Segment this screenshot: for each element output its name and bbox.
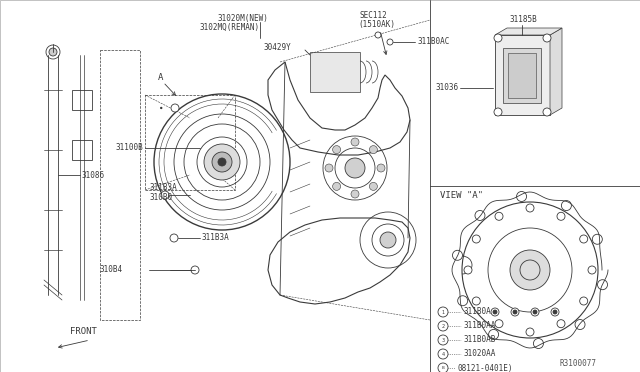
- Circle shape: [204, 144, 240, 180]
- Circle shape: [494, 108, 502, 116]
- Circle shape: [464, 266, 472, 274]
- Circle shape: [161, 191, 169, 199]
- Polygon shape: [550, 28, 562, 115]
- Circle shape: [580, 235, 588, 243]
- Circle shape: [472, 297, 480, 305]
- Circle shape: [557, 320, 565, 328]
- Circle shape: [488, 330, 499, 339]
- Circle shape: [452, 250, 463, 260]
- Circle shape: [438, 321, 448, 331]
- Text: 310B0: 310B0: [150, 193, 173, 202]
- Text: R3100077: R3100077: [560, 359, 597, 369]
- Text: B: B: [442, 366, 444, 370]
- Circle shape: [377, 164, 385, 172]
- Circle shape: [49, 48, 57, 56]
- Text: 311B0AB: 311B0AB: [463, 336, 495, 344]
- Polygon shape: [495, 28, 562, 35]
- Circle shape: [592, 234, 602, 244]
- Circle shape: [495, 320, 503, 328]
- Text: 311B0AA: 311B0AA: [463, 321, 495, 330]
- Bar: [145, 95, 235, 190]
- Circle shape: [369, 182, 378, 190]
- Circle shape: [588, 266, 596, 274]
- Circle shape: [598, 280, 607, 290]
- Text: ●: ●: [160, 106, 163, 110]
- Text: 08121-0401E): 08121-0401E): [457, 363, 513, 372]
- Circle shape: [510, 250, 550, 290]
- Text: 31020AA: 31020AA: [463, 350, 495, 359]
- Circle shape: [575, 320, 585, 330]
- Circle shape: [526, 328, 534, 336]
- Text: 31100B: 31100B: [115, 144, 143, 153]
- Circle shape: [387, 39, 393, 45]
- Circle shape: [533, 310, 537, 314]
- Circle shape: [511, 308, 519, 316]
- Circle shape: [526, 204, 534, 212]
- Circle shape: [325, 164, 333, 172]
- Text: FRONT: FRONT: [70, 327, 97, 337]
- Circle shape: [438, 307, 448, 317]
- Circle shape: [475, 211, 485, 221]
- Circle shape: [553, 310, 557, 314]
- Circle shape: [212, 152, 232, 172]
- Text: 30429Y: 30429Y: [263, 44, 291, 52]
- Bar: [310, 52, 360, 92]
- Circle shape: [380, 232, 396, 248]
- Circle shape: [171, 104, 179, 112]
- Circle shape: [351, 138, 359, 146]
- Text: 3102MQ(REMAN): 3102MQ(REMAN): [200, 22, 260, 32]
- Text: 310B4: 310B4: [100, 266, 123, 275]
- Text: 3: 3: [442, 337, 445, 343]
- Text: 311B3A: 311B3A: [202, 234, 230, 243]
- Text: (1510AK): (1510AK): [358, 19, 395, 29]
- Circle shape: [516, 192, 527, 202]
- Text: 31020M(NEW): 31020M(NEW): [218, 13, 269, 22]
- Text: A: A: [158, 74, 163, 83]
- Circle shape: [345, 158, 365, 178]
- Text: 31185B: 31185B: [510, 16, 538, 25]
- Circle shape: [543, 108, 551, 116]
- Circle shape: [438, 335, 448, 345]
- Bar: [508, 53, 536, 98]
- Text: 1: 1: [442, 310, 445, 314]
- Circle shape: [438, 363, 448, 372]
- Circle shape: [375, 32, 381, 38]
- Bar: [100, 50, 140, 320]
- Circle shape: [170, 234, 178, 242]
- Text: 311B3A: 311B3A: [150, 183, 178, 192]
- Circle shape: [438, 349, 448, 359]
- Text: 311B0A: 311B0A: [463, 308, 491, 317]
- Circle shape: [491, 308, 499, 316]
- Circle shape: [191, 266, 199, 274]
- Text: SEC112: SEC112: [360, 10, 388, 19]
- Circle shape: [495, 212, 503, 220]
- Bar: [503, 48, 541, 103]
- Circle shape: [494, 34, 502, 42]
- Circle shape: [580, 297, 588, 305]
- Circle shape: [458, 296, 468, 306]
- Circle shape: [369, 145, 378, 154]
- Circle shape: [513, 310, 517, 314]
- Circle shape: [351, 190, 359, 198]
- Circle shape: [551, 308, 559, 316]
- Circle shape: [533, 339, 543, 349]
- Circle shape: [333, 145, 340, 154]
- Circle shape: [543, 34, 551, 42]
- Circle shape: [493, 310, 497, 314]
- Text: VIEW "A": VIEW "A": [440, 192, 483, 201]
- Circle shape: [472, 235, 480, 243]
- Bar: [495, 35, 550, 115]
- Circle shape: [333, 182, 340, 190]
- Circle shape: [218, 158, 226, 166]
- Text: 4: 4: [442, 352, 445, 356]
- Text: 311B0AC: 311B0AC: [417, 38, 449, 46]
- Text: 2: 2: [442, 324, 445, 328]
- Text: 31086: 31086: [82, 170, 105, 180]
- Circle shape: [561, 201, 572, 211]
- Circle shape: [531, 308, 539, 316]
- Circle shape: [557, 212, 565, 220]
- Text: 31036: 31036: [435, 83, 458, 93]
